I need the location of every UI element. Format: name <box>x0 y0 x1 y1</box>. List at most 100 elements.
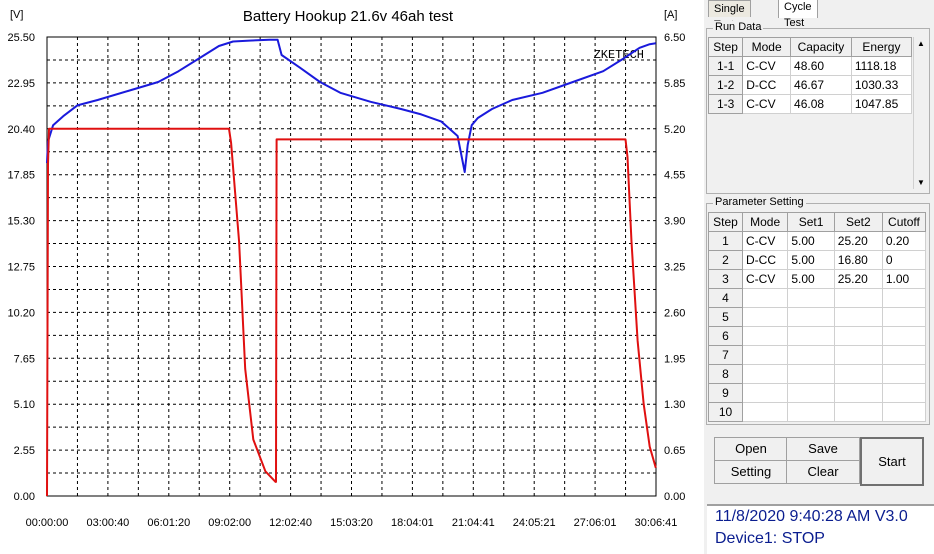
right-tick-label: 5.20 <box>664 124 685 136</box>
table-row[interactable]: 1-2 D-CC 46.67 1030.33 <box>707 75 913 95</box>
param-cell <box>787 402 835 422</box>
param-cell <box>787 364 835 384</box>
setting-button[interactable]: Setting <box>714 460 788 484</box>
status-device: Device1: STOP <box>715 530 825 547</box>
table-row[interactable]: 1-1 C-CV 48.60 1118.18 <box>707 56 913 76</box>
parameter-setting-title: Parameter Setting <box>713 196 806 208</box>
param-cell <box>741 326 789 346</box>
run-cell: C-CV <box>742 56 792 76</box>
table-row[interactable]: 6 <box>708 326 927 346</box>
param-cell: D-CC <box>741 250 789 270</box>
x-tick-label: 00:00:00 <box>26 517 69 529</box>
param-cell: 5.00 <box>787 250 835 270</box>
right-tick-label: 6.50 <box>664 32 685 44</box>
right-tick-label: 3.90 <box>664 216 685 228</box>
run-cell: 1030.33 <box>850 75 913 95</box>
run-cell: 1118.18 <box>850 56 913 76</box>
param-cell <box>881 326 927 346</box>
left-tick-label: 0.00 <box>14 491 35 503</box>
scroll-down-icon[interactable]: ▼ <box>917 178 925 187</box>
run-data-title: Run Data <box>713 21 764 33</box>
left-tick-label: 15.30 <box>7 216 35 228</box>
param-cell <box>833 383 883 403</box>
table-row[interactable]: 8 <box>708 364 927 384</box>
table-row[interactable]: 4 <box>708 288 927 308</box>
chart-title: Battery Hookup 21.6v 46ah test <box>243 8 454 25</box>
param-cell <box>741 402 789 422</box>
open-button[interactable]: Open <box>714 437 788 461</box>
param-cell <box>741 345 789 365</box>
left-tick-label: 2.55 <box>14 445 35 457</box>
param-col-cutoff: Cutoff <box>881 212 927 232</box>
save-button[interactable]: Save <box>786 437 860 461</box>
table-row[interactable]: 3 C-CV 5.00 25.20 1.00 <box>708 269 927 289</box>
param-cell <box>833 364 883 384</box>
param-col-set1: Set1 <box>787 212 835 232</box>
param-col-set2: Set2 <box>833 212 883 232</box>
run-cell: 48.60 <box>790 56 852 76</box>
x-tick-label: 09:02:00 <box>208 517 251 529</box>
run-col-capacity: Capacity <box>790 37 852 57</box>
run-cell: C-CV <box>742 94 792 114</box>
run-cell: 1-2 <box>707 75 744 95</box>
param-cell: 10 <box>708 402 743 422</box>
param-cell: 25.20 <box>833 231 883 251</box>
param-cell <box>787 307 835 327</box>
status-datetime: 11/8/2020 9:40:28 AM V3.0 <box>715 508 908 525</box>
status-bar: 11/8/2020 9:40:28 AM V3.0 Device1: STOP <box>707 504 934 554</box>
clear-button[interactable]: Clear <box>786 460 860 484</box>
run-cell: 1-3 <box>707 94 744 114</box>
run-cell: D-CC <box>742 75 792 95</box>
chart-area: 25.50 22.95 20.40 17.85 15.30 12.75 10.20 7.65 5… <box>0 0 704 554</box>
x-tick-label: 06:01:20 <box>147 517 190 529</box>
param-cell <box>881 402 927 422</box>
param-cell <box>787 326 835 346</box>
x-tick-label: 24:05:21 <box>513 517 556 529</box>
tab-single-test[interactable]: Single Test <box>708 0 751 31</box>
x-tick-label: 21:04:41 <box>452 517 495 529</box>
param-cell <box>833 402 883 422</box>
param-cell: 1 <box>708 231 743 251</box>
param-cell: 25.20 <box>833 269 883 289</box>
table-row[interactable]: 9 <box>708 383 927 403</box>
table-row[interactable]: 1 C-CV 5.00 25.20 0.20 <box>708 231 927 251</box>
start-button[interactable]: Start <box>860 437 924 486</box>
right-tick-label: 3.25 <box>664 262 685 274</box>
chart-svg: 25.50 22.95 20.40 17.85 15.30 12.75 10.20 7.65 5… <box>7 8 685 529</box>
param-cell <box>787 288 835 308</box>
scroll-up-icon[interactable]: ▲ <box>917 39 925 48</box>
table-row[interactable]: 7 <box>708 345 927 365</box>
x-tick-label: 15:03:20 <box>330 517 373 529</box>
x-tick-label: 18:04:01 <box>391 517 434 529</box>
param-cell <box>881 307 927 327</box>
x-tick-label: 12:02:40 <box>269 517 312 529</box>
tab-cycle-test[interactable]: Cycle Test <box>778 0 818 29</box>
table-row[interactable]: 2 D-CC 5.00 16.80 0 <box>708 250 927 270</box>
parameter-table: Step Mode Set1 Set2 Cutoff 1 C-CV 5.00 25.20 0.20… <box>708 212 927 422</box>
run-cell: 46.67 <box>790 75 852 95</box>
parameter-setting-group: Parameter Setting Step Mode Set1 Set2 Cutoff… <box>706 196 930 425</box>
run-data-scrollbar[interactable]: ▲ ▼ <box>913 37 928 189</box>
param-cell <box>881 288 927 308</box>
param-cell: 5.00 <box>787 231 835 251</box>
param-cell <box>833 345 883 365</box>
right-tick-label: 1.30 <box>664 399 685 411</box>
run-col-step: Step <box>707 37 744 57</box>
run-data-group: Run Data Step Mode Capacity Energy 1-1 C-CV 48… <box>706 21 930 194</box>
table-row[interactable]: 10 <box>708 402 927 422</box>
run-col-energy: Energy <box>850 37 913 57</box>
param-cell <box>741 364 789 384</box>
right-tick-label: 2.60 <box>664 307 685 319</box>
param-cell <box>741 288 789 308</box>
param-cell <box>881 345 927 365</box>
right-tick-label: 0.00 <box>664 491 685 503</box>
table-row[interactable]: 1-3 C-CV 46.08 1047.85 <box>707 94 913 114</box>
left-tick-label: 12.75 <box>7 262 35 274</box>
x-tick-label: 30:06:41 <box>635 517 678 529</box>
table-row[interactable]: 5 <box>708 307 927 327</box>
right-tick-label: 0.65 <box>664 445 685 457</box>
right-tick-label: 1.95 <box>664 353 685 365</box>
left-axis-unit: [V] <box>10 9 23 21</box>
param-cell: 4 <box>708 288 743 308</box>
left-tick-label: 7.65 <box>14 353 35 365</box>
